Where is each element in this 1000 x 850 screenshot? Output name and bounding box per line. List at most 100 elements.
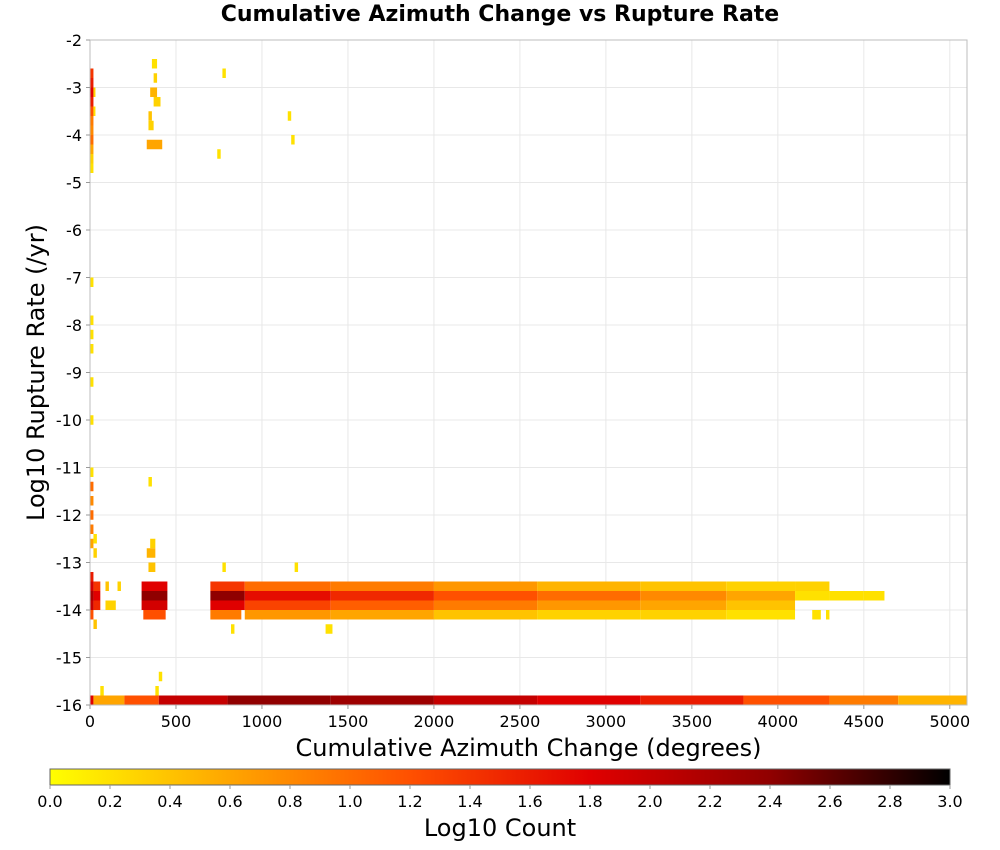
heatmap-cell	[726, 591, 796, 601]
heatmap-cell	[105, 600, 116, 610]
y-tick-label: -14	[56, 601, 82, 620]
x-tick-label: 1000	[242, 712, 283, 731]
heatmap-cell	[244, 581, 331, 591]
heatmap-cell	[244, 610, 331, 620]
heatmap-cell	[829, 695, 899, 705]
colorbar-tick-label: 2.4	[757, 792, 782, 811]
y-axis-ticks: -2 -3 -4 -5 -6 -7 -8 -9 -10 -11 -12 -13 -14 -15 -16	[56, 31, 90, 715]
heatmap-cell	[325, 624, 333, 634]
colorbar-tick-label: 2.6	[817, 792, 842, 811]
x-tick-label: 3000	[586, 712, 627, 731]
colorbar-tick-label: 0.6	[217, 792, 242, 811]
heatmap-cell	[90, 154, 94, 164]
heatmap-cell	[210, 591, 245, 601]
heatmap-cell	[537, 600, 641, 610]
heatmap-cell	[90, 481, 94, 492]
heatmap-cell	[227, 695, 331, 705]
y-tick-label: -7	[66, 269, 82, 288]
colorbar-ticks: 0.0 0.2 0.4 0.6 0.8 1.0 1.2 1.4 1.6 1.8 2.0 2.2 2.4 2…	[37, 785, 963, 811]
heatmap-cell	[537, 581, 641, 591]
colorbar-tick-label: 0.0	[37, 792, 62, 811]
y-tick-label: -15	[56, 649, 82, 668]
heatmap-cell	[433, 581, 538, 591]
colorbar-tick-label: 3.0	[937, 792, 962, 811]
heatmap-cell	[90, 78, 94, 88]
heatmap-cell	[244, 600, 331, 610]
x-axis-ticks: 0 500 1000 1500 2000 2500 3000 3500 4000 4500 5000	[85, 705, 970, 731]
heatmap-cell	[141, 581, 168, 591]
heatmap-cell	[90, 68, 94, 78]
heatmap-cell	[217, 149, 221, 159]
heatmap-cell	[812, 610, 821, 620]
heatmap-cell	[287, 111, 292, 121]
y-tick-label: -11	[56, 459, 82, 478]
heatmap-cell	[90, 591, 94, 601]
heatmap-cell	[90, 97, 94, 107]
heatmap-cell	[90, 524, 94, 534]
colorbar-tick-label: 2.0	[637, 792, 662, 811]
heatmap-cell	[210, 600, 245, 610]
heatmap-cell	[433, 591, 538, 601]
x-tick-label: 3500	[672, 712, 713, 731]
heatmap-cell	[829, 591, 864, 601]
heatmap-cell	[124, 695, 159, 705]
heatmap-cell	[433, 600, 538, 610]
colorbar-tick-label: 1.2	[397, 792, 422, 811]
heatmap-cell	[433, 610, 538, 620]
heatmap-cell	[150, 87, 158, 97]
heatmap-cell	[210, 610, 242, 620]
heatmap-cell	[93, 619, 97, 629]
heatmap-cell	[90, 538, 94, 549]
heatmap-cell	[330, 600, 434, 610]
heatmap-cell	[90, 377, 94, 387]
heatmap-cell	[90, 144, 94, 154]
colorbar-tick-label: 0.8	[277, 792, 302, 811]
x-tick-label: 0	[85, 712, 95, 731]
heatmap-cell	[244, 591, 331, 601]
y-tick-label: -12	[56, 506, 82, 525]
heatmap-cell	[537, 591, 641, 601]
heatmap-cell	[291, 135, 295, 145]
heatmap-cell	[90, 496, 94, 506]
heatmap-cell	[640, 695, 744, 705]
heatmap-cell	[90, 315, 94, 325]
heatmap-cell	[90, 415, 94, 425]
heatmap-cell	[148, 562, 156, 572]
heatmap-cell	[330, 695, 434, 705]
y-tick-label: -5	[66, 174, 82, 193]
heatmap-cell	[640, 610, 727, 620]
heatmap-cell	[90, 581, 94, 591]
heatmap-cell	[158, 695, 228, 705]
heatmap-cell	[330, 581, 434, 591]
heatmap-cell	[795, 591, 830, 601]
heatmap-cells	[90, 59, 967, 705]
colorbar	[49, 768, 951, 786]
heatmap-cell	[90, 116, 94, 126]
heatmap-cell	[726, 581, 796, 591]
heatmap-cell	[90, 135, 94, 145]
heatmap-cell	[93, 534, 97, 544]
y-tick-label: -16	[56, 696, 82, 715]
heatmap-cell	[863, 591, 885, 601]
heatmap-cell	[90, 572, 94, 582]
heatmap-cell	[93, 600, 101, 610]
heatmap-cell	[90, 344, 94, 354]
heatmap-cell	[640, 581, 727, 591]
heatmap-cell	[93, 591, 101, 601]
heatmap-cell	[210, 581, 245, 591]
heatmap-cell	[90, 106, 94, 116]
heatmap-cell	[330, 610, 434, 620]
heatmap-cell	[148, 120, 154, 131]
heatmap-cell	[640, 600, 727, 610]
x-tick-label: 1500	[328, 712, 369, 731]
heatmap-cell	[330, 591, 434, 601]
x-tick-label: 2000	[414, 712, 455, 731]
heatmap-cell	[150, 538, 156, 549]
y-tick-label: -8	[66, 316, 82, 335]
y-tick-label: -2	[66, 31, 82, 50]
heatmap-cell	[141, 600, 168, 610]
heatmap-cell	[825, 610, 830, 620]
x-tick-label: 500	[161, 712, 192, 731]
heatmap-cell	[90, 87, 94, 97]
heatmap-cell	[105, 581, 109, 591]
